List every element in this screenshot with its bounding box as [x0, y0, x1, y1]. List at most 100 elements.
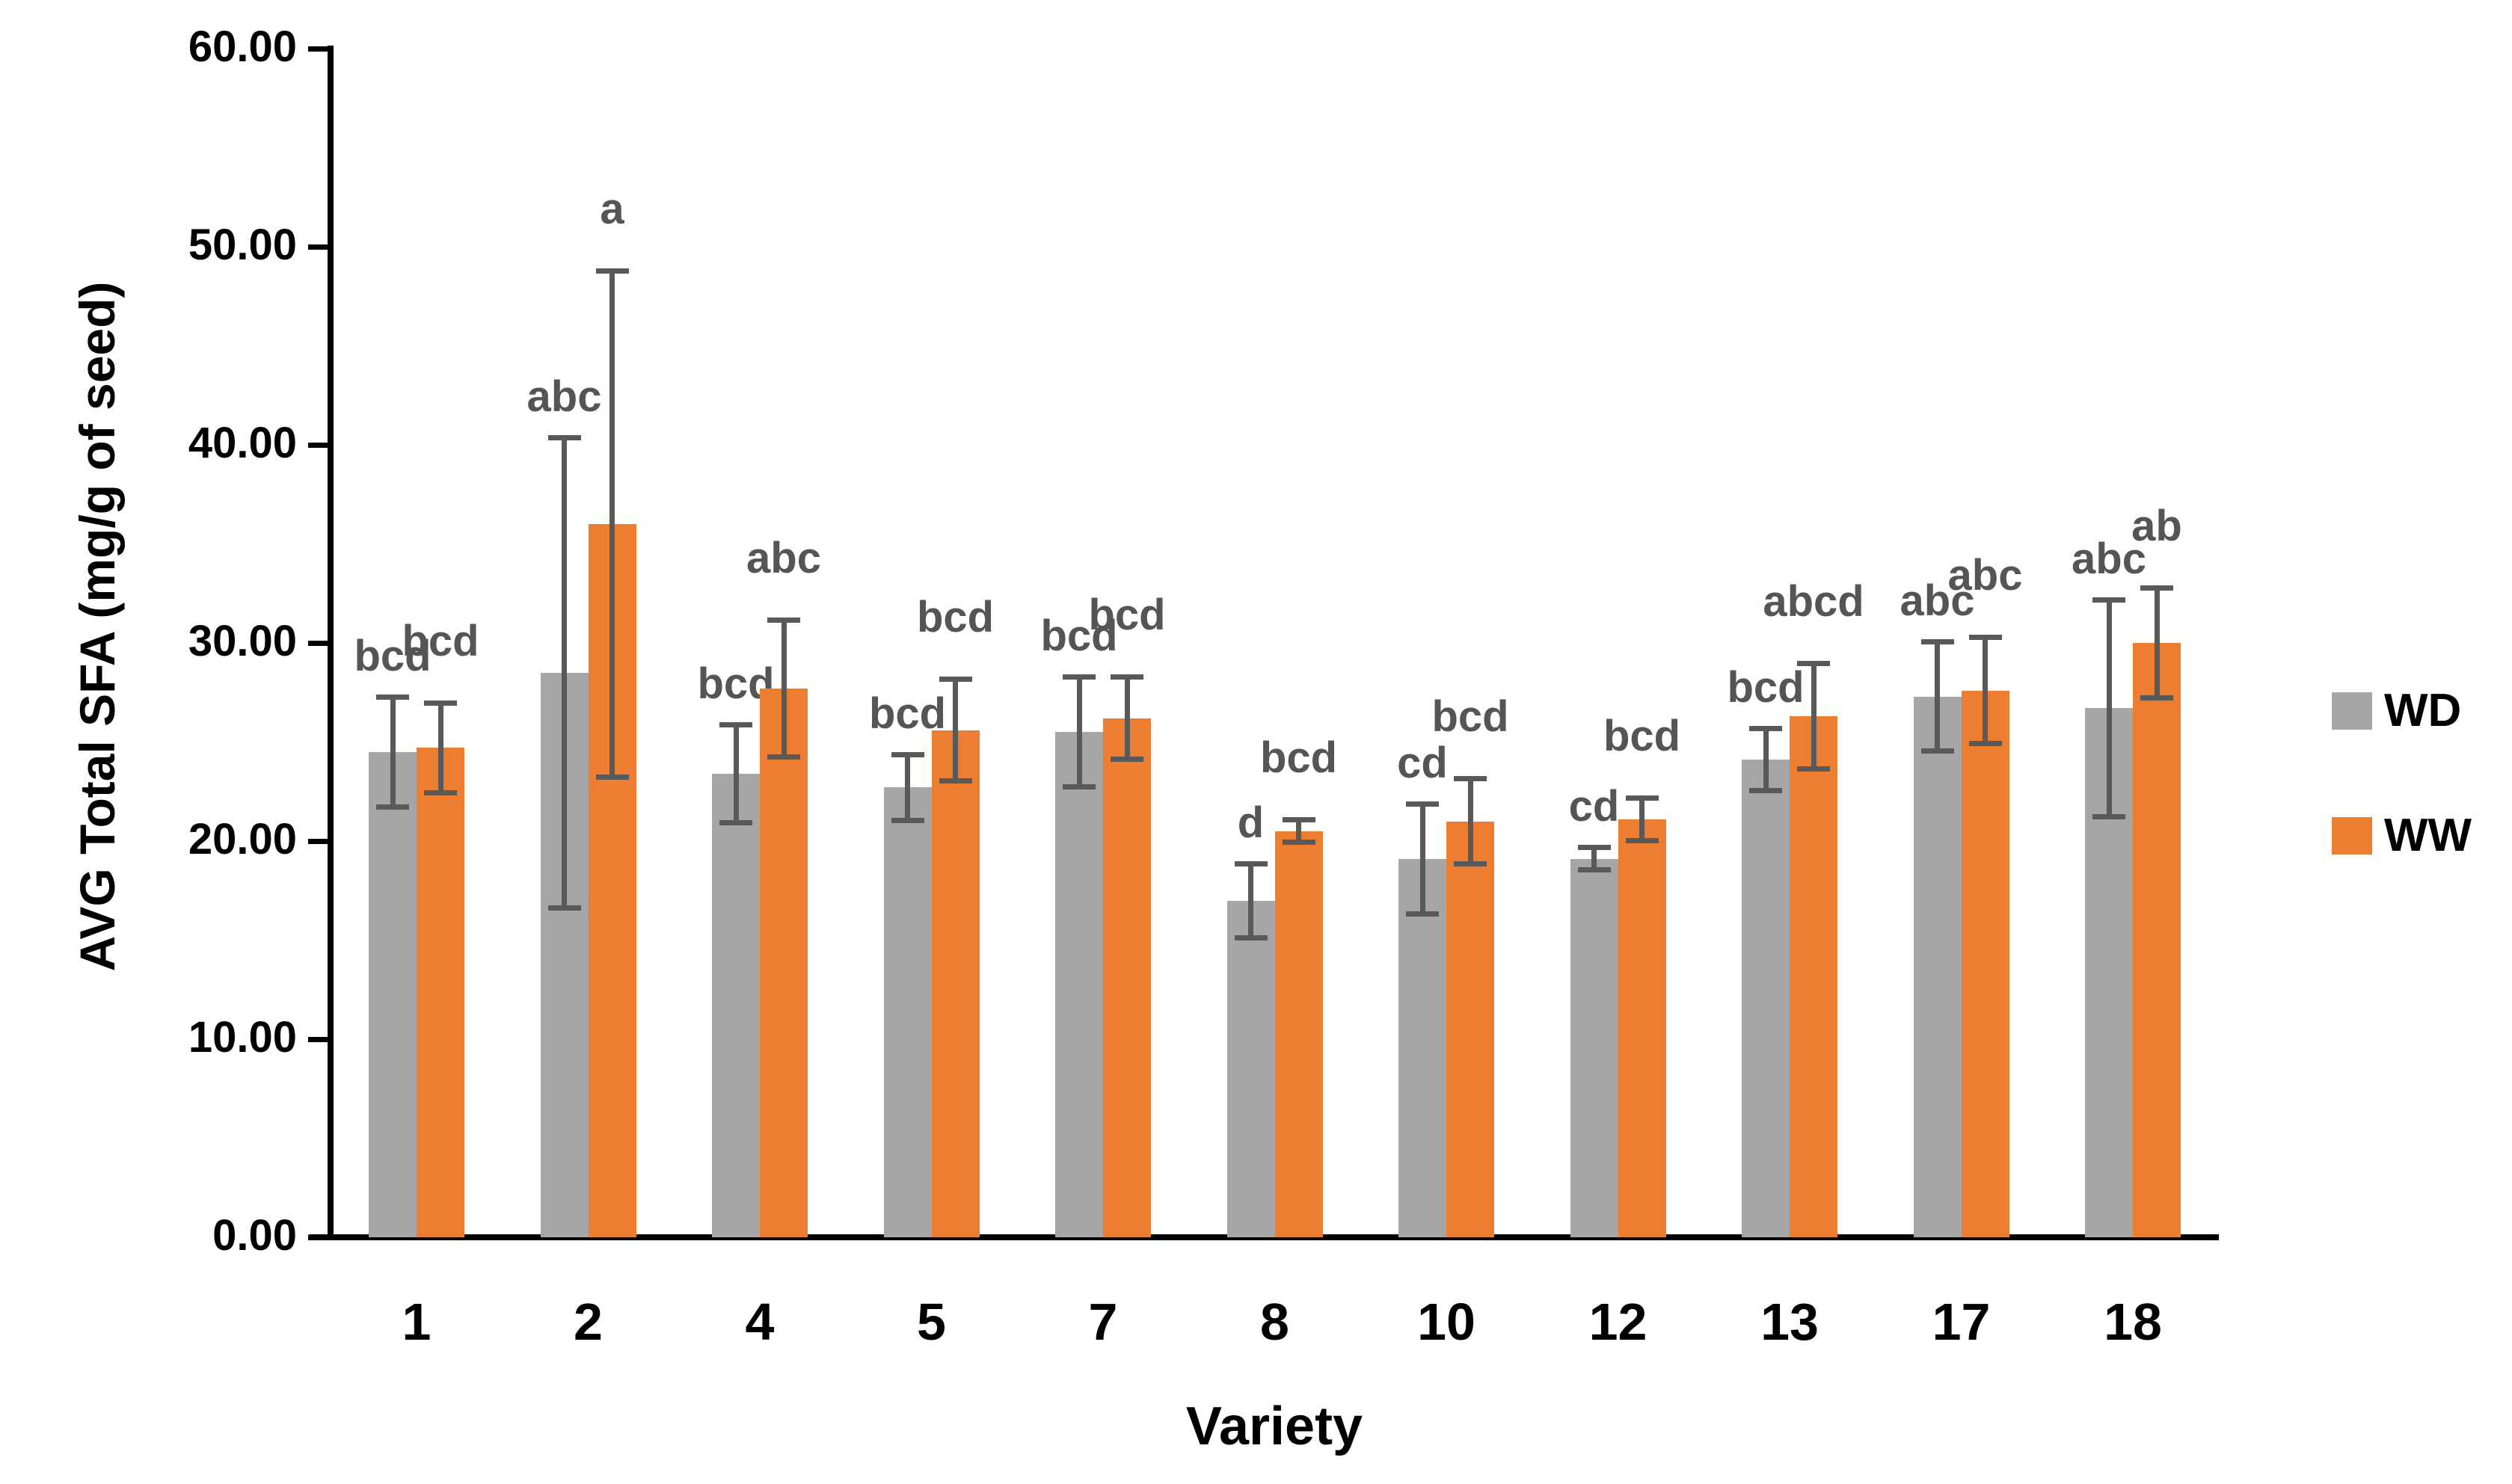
error-bar-line — [781, 617, 787, 760]
error-bar-cap — [1749, 726, 1782, 732]
error-bar-line — [437, 700, 443, 796]
bar-ww-10 — [1446, 821, 1494, 1237]
error-bar-cap — [595, 774, 629, 780]
significance-letter: abc — [746, 533, 821, 582]
error-bar-line — [1124, 674, 1130, 762]
error-bar-cap — [1111, 674, 1143, 680]
error-bar-cap — [719, 722, 752, 727]
bar-ww-7 — [1103, 718, 1151, 1237]
significance-letter: bcd — [916, 593, 995, 642]
y-tick-mark — [308, 46, 331, 52]
significance-letter: bcd — [1727, 663, 1805, 712]
error-bar-cap — [1406, 911, 1439, 917]
error-bar-cap — [1749, 788, 1782, 794]
error-bar-cap — [767, 617, 800, 623]
x-tick-label: 8 — [1260, 1293, 1289, 1351]
significance-letter: abc — [1900, 576, 1975, 625]
error-bar-cap — [2140, 695, 2173, 701]
x-tick-label: 4 — [745, 1293, 775, 1351]
significance-letter: bcd — [1259, 733, 1338, 783]
y-tick-label: 10.00 — [188, 1013, 297, 1062]
significance-letter: ab — [2131, 502, 2182, 551]
significance-letter: d — [1237, 798, 1265, 847]
error-bar-cap — [595, 268, 629, 274]
bar-ww-1 — [417, 748, 464, 1237]
error-bar-line — [1591, 845, 1597, 873]
error-bar-cap — [1968, 740, 2002, 746]
y-tick-label: 50.00 — [188, 221, 297, 269]
error-bar-cap — [1797, 660, 1830, 666]
y-tick-mark — [308, 244, 331, 250]
error-bar-cap — [1282, 817, 1315, 823]
error-bar-line — [1076, 674, 1082, 790]
legend-label-wd: WD — [2384, 685, 2462, 736]
significance-letter: abc — [526, 372, 602, 421]
error-bar-cap — [891, 751, 924, 757]
bar-ww-4 — [760, 688, 808, 1237]
significance-letter: bcd — [1088, 591, 1166, 640]
error-bar-cap — [1625, 795, 1659, 801]
y-tick-mark — [308, 838, 331, 844]
bar-wd-1 — [369, 751, 417, 1237]
x-tick-label: 18 — [2104, 1293, 2162, 1351]
error-bar-cap — [424, 700, 457, 706]
x-tick-label: 1 — [402, 1293, 432, 1351]
bar-wd-8 — [1226, 900, 1275, 1237]
error-bar-line — [953, 677, 958, 784]
bar-wd-13 — [1742, 760, 1790, 1237]
error-bar-cap — [1454, 861, 1487, 867]
error-bar-line — [2106, 597, 2112, 819]
error-bar-cap — [547, 905, 581, 911]
x-tick-label: 10 — [1417, 1293, 1475, 1351]
bar-wd-5 — [883, 787, 932, 1237]
significance-letter: bcd — [1040, 612, 1118, 661]
error-bar-cap — [1920, 748, 1954, 754]
error-bar-cap — [1111, 757, 1143, 762]
y-tick-label: 60.00 — [188, 22, 297, 71]
error-bar-cap — [2092, 813, 2125, 819]
error-bar-cap — [1577, 867, 1611, 873]
x-tick-label: 2 — [574, 1293, 603, 1351]
error-bar-line — [1763, 726, 1769, 794]
error-bar-cap — [547, 434, 581, 440]
y-tick-mark — [308, 1036, 331, 1042]
error-bar-cap — [1282, 840, 1315, 846]
error-bar-cap — [1063, 674, 1096, 680]
significance-letter: cd — [1568, 782, 1620, 831]
wd-legend-swatch-icon — [2332, 692, 2372, 730]
error-bar-line — [2154, 585, 2160, 701]
significance-letter: a — [600, 185, 624, 234]
y-axis-line — [328, 46, 334, 1240]
bar-wd-12 — [1570, 858, 1618, 1237]
error-bar-cap — [376, 694, 409, 700]
bar-ww-5 — [931, 730, 980, 1237]
significance-letter: abc — [2072, 535, 2146, 584]
significance-letter: bcd — [354, 631, 432, 680]
error-bar-line — [733, 722, 739, 825]
bar-ww-12 — [1618, 819, 1666, 1237]
bar-ww-8 — [1274, 831, 1323, 1237]
error-bar-cap — [1625, 837, 1659, 843]
x-tick-label: 12 — [1588, 1293, 1647, 1351]
error-bar-cap — [767, 754, 800, 760]
bar-ww-17 — [1961, 690, 2009, 1237]
x-axis-title: Variety — [1185, 1397, 1363, 1456]
error-bar-cap — [1797, 766, 1830, 772]
error-bar-cap — [1234, 860, 1268, 866]
legend-item-wd: WD — [2332, 688, 2461, 734]
error-bar-cap — [1454, 775, 1487, 781]
error-bar-cap — [891, 818, 924, 824]
ww-legend-swatch-icon — [2332, 817, 2372, 855]
x-tick-label: 13 — [1760, 1293, 1819, 1351]
error-bar-line — [1639, 795, 1645, 843]
error-bar-line — [1419, 801, 1425, 917]
error-bar-line — [1935, 638, 1940, 754]
y-tick-mark — [308, 442, 331, 448]
error-bar-cap — [1920, 638, 1954, 644]
bar-wd-10 — [1398, 858, 1446, 1237]
error-bar-cap — [1577, 845, 1611, 851]
x-tick-label: 17 — [1932, 1293, 1991, 1351]
error-bar-cap — [376, 804, 409, 810]
bar-ww-18 — [2133, 643, 2181, 1237]
